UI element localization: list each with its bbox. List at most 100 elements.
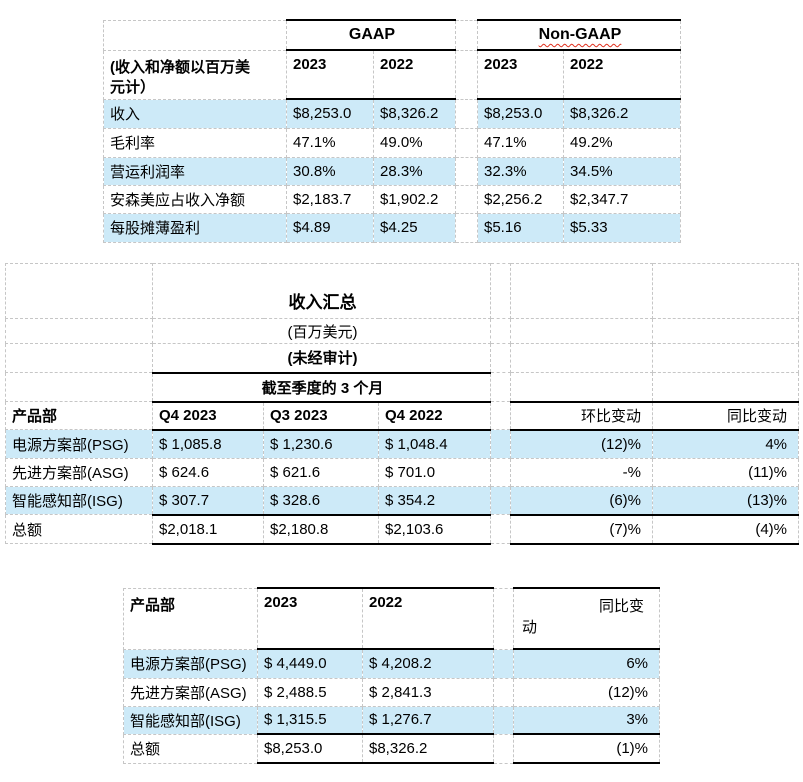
empty-cell xyxy=(490,486,511,515)
empty-cell xyxy=(490,429,511,459)
total-value: $2,103.6 xyxy=(378,513,491,545)
metric-value: 28.3% xyxy=(373,156,456,186)
quarter-header: Q4 2022 xyxy=(378,401,491,431)
division-header: 产品部 xyxy=(5,401,153,430)
metric-label: 每股摊薄盈利 xyxy=(103,212,287,243)
table-row: 电源方案部(PSG) $ 4,449.0 $ 4,208.2 6% xyxy=(123,648,660,679)
qoq-value: (12)% xyxy=(510,429,653,459)
table-row: 先进方案部(ASG) $ 624.6 $ 621.6 $ 701.0 -% (1… xyxy=(5,458,799,487)
empty-cell xyxy=(455,184,478,214)
group-header-row: GAAP Non-GAAP xyxy=(103,19,681,51)
empty-cell xyxy=(455,19,478,51)
qoq-value: -% xyxy=(510,458,653,487)
yoy-value: 6% xyxy=(513,648,660,679)
revenue-value: $ 354.2 xyxy=(378,486,491,515)
revenue-value: $ 701.0 xyxy=(378,458,491,487)
yoy-header: 同比变 动 xyxy=(513,587,660,650)
yoy-value: (4)% xyxy=(652,513,799,545)
total-value: $2,018.1 xyxy=(152,513,264,545)
year-header-row: (收入和净额以百万美元计） 2023 2022 2023 2022 xyxy=(103,49,681,100)
yoy-value: (12)% xyxy=(513,677,660,707)
yoy-value: 3% xyxy=(513,705,660,735)
metric-label: 收入 xyxy=(103,98,287,129)
revenue-value: $ 624.6 xyxy=(152,458,264,487)
total-value: $8,326.2 xyxy=(362,733,494,764)
qoq-value: (6)% xyxy=(510,486,653,515)
column-header-row: 产品部 Q4 2023 Q3 2023 Q4 2022 环比变动 同比变动 xyxy=(5,401,799,431)
revenue-value: $ 328.6 xyxy=(263,486,379,515)
yoy-value: (11)% xyxy=(652,458,799,487)
revenue-value: $ 2,841.3 xyxy=(362,677,494,707)
table-row: 先进方案部(ASG) $ 2,488.5 $ 2,841.3 (12)% xyxy=(123,677,660,707)
yoy-header: 同比变动 xyxy=(652,401,799,431)
empty-cell xyxy=(455,212,478,243)
division-label: 智能感知部(ISG) xyxy=(123,705,258,735)
revenue-value: $ 1,085.8 xyxy=(152,429,264,459)
yoy-value: 4% xyxy=(652,429,799,459)
empty-cell xyxy=(493,677,514,707)
metric-value: $8,253.0 xyxy=(477,98,564,129)
division-label: 智能感知部(ISG) xyxy=(5,486,153,515)
metric-value: $1,902.2 xyxy=(373,184,456,214)
metric-label: 安森美应占收入净额 xyxy=(103,184,287,214)
yoy-value: (13)% xyxy=(652,486,799,515)
division-header: 产品部 xyxy=(123,587,258,650)
empty-cell xyxy=(493,705,514,735)
metric-value: $5.16 xyxy=(477,212,564,243)
revenue-value: $ 1,315.5 xyxy=(257,705,363,735)
empty-cell xyxy=(490,514,511,544)
empty-cell xyxy=(510,372,653,403)
total-value: $2,180.8 xyxy=(263,513,379,545)
title-row: 收入汇总 xyxy=(5,263,799,319)
gaap-header: GAAP xyxy=(286,19,456,51)
table-row: 收入 $8,253.0 $8,326.2 $8,253.0 $8,326.2 xyxy=(103,98,681,129)
quarter-header: Q4 2023 xyxy=(152,401,264,431)
empty-cell xyxy=(455,156,478,186)
yoy-value: (1)% xyxy=(513,733,660,764)
empty-cell xyxy=(493,648,514,679)
yoy-header-line2: 动 xyxy=(522,619,538,636)
annual-revenue-table: 产品部 2023 2022 同比变 动 电源方案部(PSG) $ 4,449.0… xyxy=(123,587,660,764)
year-header: 2023 xyxy=(257,587,363,650)
unaudited-note: (未经审计) xyxy=(152,343,491,373)
subtitle-row: (百万美元) xyxy=(5,318,799,344)
non-gaap-label: Non-GAAP xyxy=(538,26,622,43)
metric-value: 32.3% xyxy=(477,156,564,186)
yoy-header-line1: 同比变 xyxy=(598,598,644,615)
empty-cell xyxy=(652,372,799,403)
total-row: 总额 $8,253.0 $8,326.2 (1)% xyxy=(123,733,660,764)
year-header: 2022 xyxy=(373,49,456,100)
revenue-value: $ 4,449.0 xyxy=(257,648,363,679)
table-title: 收入汇总 xyxy=(152,263,491,319)
period-header: 截至季度的 3 个月 xyxy=(152,371,491,403)
empty-cell xyxy=(493,587,514,650)
total-row: 总额 $2,018.1 $2,180.8 $2,103.6 (7)% (4)% xyxy=(5,513,799,545)
division-label: 电源方案部(PSG) xyxy=(5,429,153,459)
year-header: 2023 xyxy=(477,49,564,100)
quarter-header: Q3 2023 xyxy=(263,401,379,431)
table-subtitle: (百万美元) xyxy=(152,318,491,344)
table-row: 电源方案部(PSG) $ 1,085.8 $ 1,230.6 $ 1,048.4… xyxy=(5,429,799,459)
table-row: 营运利润率 30.8% 28.3% 32.3% 34.5% xyxy=(103,156,681,186)
empty-cell xyxy=(5,343,153,373)
table-row: 安森美应占收入净额 $2,183.7 $1,902.2 $2,256.2 $2,… xyxy=(103,184,681,214)
column-header-row: 产品部 2023 2022 同比变 动 xyxy=(123,587,660,650)
division-label: 先进方案部(ASG) xyxy=(123,677,258,707)
gaap-nongaap-summary-table: GAAP Non-GAAP (收入和净额以百万美元计） 2023 2022 20… xyxy=(103,19,681,243)
empty-cell xyxy=(490,401,511,430)
year-header: 2022 xyxy=(362,587,494,650)
table-row: 智能感知部(ISG) $ 307.7 $ 328.6 $ 354.2 (6)% … xyxy=(5,486,799,515)
empty-cell xyxy=(652,318,799,344)
table-row: 智能感知部(ISG) $ 1,315.5 $ 1,276.7 3% xyxy=(123,705,660,735)
metric-value: 34.5% xyxy=(563,156,681,186)
metric-value: $8,326.2 xyxy=(563,98,681,129)
revenue-value: $ 1,048.4 xyxy=(378,429,491,459)
qoq-header: 环比变动 xyxy=(510,401,653,431)
metric-value: 47.1% xyxy=(286,127,374,158)
empty-cell xyxy=(490,263,511,319)
revenue-value: $ 1,230.6 xyxy=(263,429,379,459)
year-header: 2022 xyxy=(563,49,681,100)
empty-cell xyxy=(510,263,653,319)
total-value: $8,253.0 xyxy=(257,733,363,764)
